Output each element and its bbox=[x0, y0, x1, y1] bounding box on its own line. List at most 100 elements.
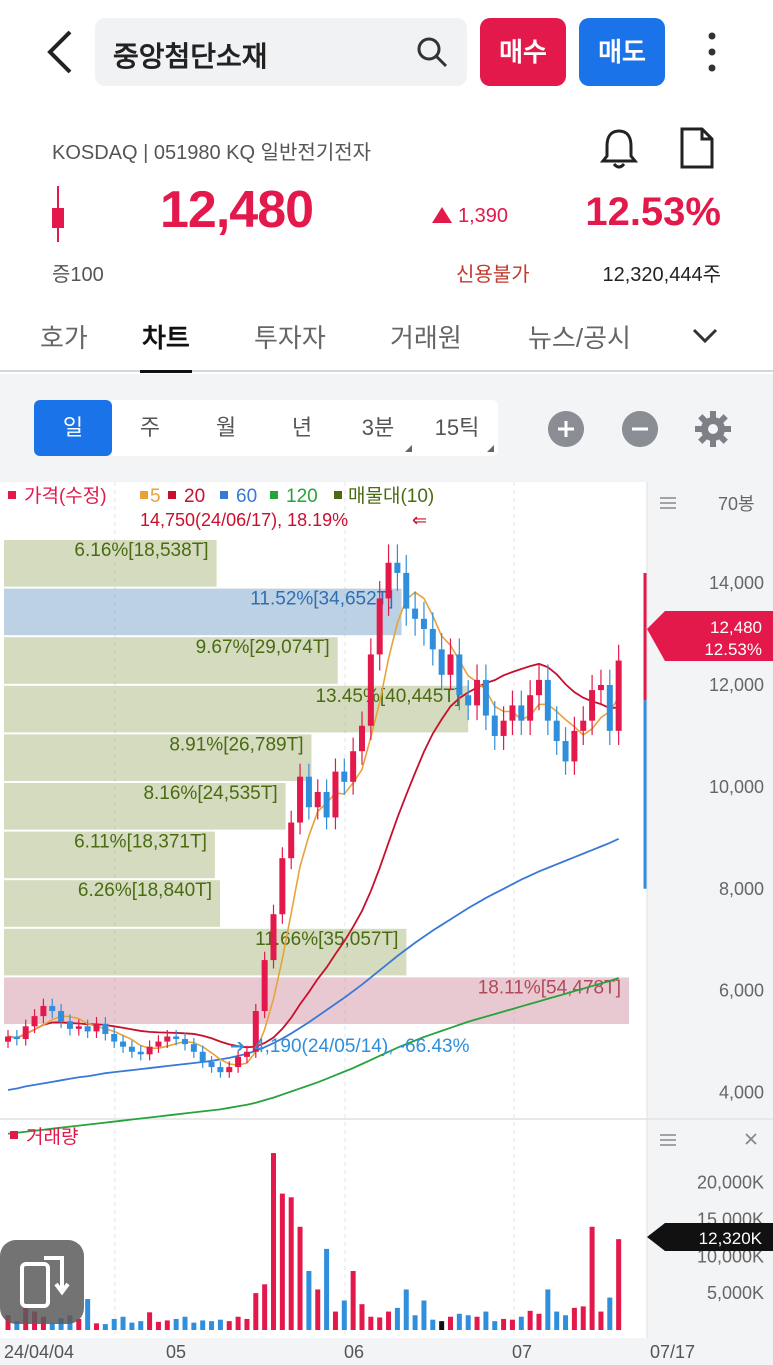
volume-bar bbox=[430, 1319, 436, 1330]
price-chart[interactable]: 6.16%[18,538T] 11.52%[34,652T] 9.67%[29,07… bbox=[0, 482, 773, 1365]
volume-menu-icon[interactable] bbox=[660, 1134, 676, 1146]
chevron-down-icon[interactable] bbox=[690, 324, 720, 348]
volume-bar bbox=[501, 1318, 507, 1330]
price-tag-percent: 12.53% bbox=[704, 640, 762, 659]
volume-bar bbox=[571, 1307, 577, 1330]
volume-profile-label: 9.67%[29,074T] bbox=[196, 637, 330, 658]
volume-bar bbox=[589, 1226, 595, 1330]
period-15tick[interactable]: 15틱 bbox=[416, 400, 498, 456]
candle-body bbox=[58, 1011, 65, 1022]
menu-icon[interactable] bbox=[660, 497, 676, 509]
candle-body bbox=[571, 730, 578, 762]
top-bar: 중앙첨단소재 매수 매도 bbox=[0, 0, 773, 105]
candle-body bbox=[5, 1036, 11, 1042]
volume-profile-label: 8.16%[24,535T] bbox=[143, 783, 277, 804]
volume-profile-label: 6.11%[18,371T] bbox=[74, 832, 207, 853]
current-price-tag: 12,480 12.53% bbox=[647, 611, 773, 661]
volume-profile-label: 6.26%[18,840T] bbox=[78, 880, 212, 901]
candle-body bbox=[606, 685, 613, 731]
buy-button[interactable]: 매수 bbox=[480, 18, 566, 86]
price-tag-shape bbox=[647, 611, 773, 661]
volume-bar bbox=[271, 1153, 276, 1330]
volume-bar bbox=[456, 1313, 462, 1330]
dropdown-corner-icon bbox=[487, 445, 494, 452]
period-day[interactable]: 일 bbox=[34, 400, 112, 456]
volume-bar bbox=[182, 1316, 188, 1330]
volume-tick-label: 20,000K bbox=[697, 1173, 764, 1193]
candle-body bbox=[536, 679, 542, 696]
volume-title: 거래량 bbox=[26, 1126, 78, 1148]
candle-body bbox=[243, 1051, 250, 1057]
listed-shares: 12,320,444주 bbox=[602, 264, 722, 286]
legend-ma60: 60 bbox=[236, 486, 257, 507]
ma60-line bbox=[7, 838, 620, 1091]
legend-ma5: 5 bbox=[150, 486, 161, 507]
zoom-in-icon[interactable] bbox=[548, 411, 584, 447]
document-icon[interactable] bbox=[676, 126, 716, 170]
volume-bar bbox=[155, 1321, 161, 1330]
rotate-screen-button[interactable] bbox=[0, 1240, 84, 1324]
volume-bar bbox=[403, 1289, 409, 1330]
tab-chart[interactable]: 차트 bbox=[142, 323, 190, 353]
legend-ma20: 20 bbox=[184, 486, 205, 507]
candle-body bbox=[13, 1036, 20, 1040]
gear-icon[interactable] bbox=[694, 410, 732, 448]
x-tick-label: 05 bbox=[166, 1342, 186, 1362]
candle-body bbox=[376, 598, 383, 655]
ma120-line bbox=[7, 977, 619, 1135]
bell-icon[interactable] bbox=[598, 126, 640, 170]
volume-profile-label: 6.16%[18,538T] bbox=[74, 540, 208, 561]
legend-ma5-swatch bbox=[140, 491, 148, 499]
candle-body bbox=[182, 1039, 188, 1045]
volume-bar bbox=[465, 1315, 471, 1330]
chart-legend: 가격(수정) 5 20 60 120 매물대(10) bbox=[8, 485, 434, 507]
period-3min[interactable]: 3분 bbox=[340, 400, 416, 456]
volume-bar bbox=[448, 1316, 453, 1330]
candle-body bbox=[456, 654, 463, 696]
sell-button[interactable]: 매도 bbox=[579, 18, 665, 86]
volume-profile-bar bbox=[4, 880, 221, 927]
margin-rate: 증100 bbox=[52, 264, 104, 286]
candle-body bbox=[429, 628, 436, 650]
candle-body bbox=[199, 1051, 206, 1062]
volume-bar bbox=[580, 1306, 586, 1330]
volume-bar bbox=[244, 1318, 250, 1330]
volume-bar bbox=[200, 1320, 206, 1330]
candle-body bbox=[491, 715, 498, 736]
search-icon[interactable] bbox=[415, 35, 449, 69]
volume-bar bbox=[102, 1324, 108, 1330]
price-tag-value: 12,480 bbox=[710, 618, 762, 637]
volume-bar bbox=[164, 1320, 170, 1330]
period-month[interactable]: 월 bbox=[215, 415, 237, 440]
candle-body bbox=[527, 695, 534, 721]
volume-bar bbox=[377, 1317, 383, 1330]
back-arrow-icon[interactable] bbox=[40, 28, 80, 76]
candle-body bbox=[394, 562, 401, 573]
more-options-icon[interactable] bbox=[700, 28, 724, 76]
period-3min-label: 3분 bbox=[361, 415, 395, 440]
candle-body bbox=[615, 660, 622, 731]
volume-profile-bar bbox=[4, 783, 286, 830]
period-week[interactable]: 주 bbox=[139, 415, 161, 440]
candle-body bbox=[164, 1036, 171, 1042]
volume-bar bbox=[350, 1271, 356, 1330]
volume-bar bbox=[536, 1313, 542, 1330]
candle-body bbox=[385, 562, 392, 599]
volume-bar bbox=[5, 1315, 11, 1330]
volume-profile-label: 18.11%[54,478T] bbox=[478, 977, 621, 998]
zoom-out-icon[interactable] bbox=[622, 411, 658, 447]
volume-bar bbox=[509, 1319, 515, 1330]
tab-investors[interactable]: 투자자 bbox=[254, 323, 326, 353]
tab-orderbook[interactable]: 호가 bbox=[40, 323, 88, 353]
period-year[interactable]: 년 bbox=[291, 415, 313, 440]
candle-body bbox=[518, 705, 525, 721]
tab-news[interactable]: 뉴스/공시 bbox=[528, 323, 631, 353]
ma20-line bbox=[7, 662, 619, 1049]
credit-status: 신용불가 bbox=[456, 264, 530, 286]
close-icon[interactable] bbox=[745, 1133, 757, 1145]
candle-body bbox=[128, 1046, 135, 1052]
candle-body bbox=[279, 858, 286, 915]
tab-brokers[interactable]: 거래원 bbox=[390, 323, 462, 353]
stock-search-box[interactable]: 중앙첨단소재 bbox=[95, 18, 467, 86]
candle-body bbox=[93, 1023, 100, 1032]
